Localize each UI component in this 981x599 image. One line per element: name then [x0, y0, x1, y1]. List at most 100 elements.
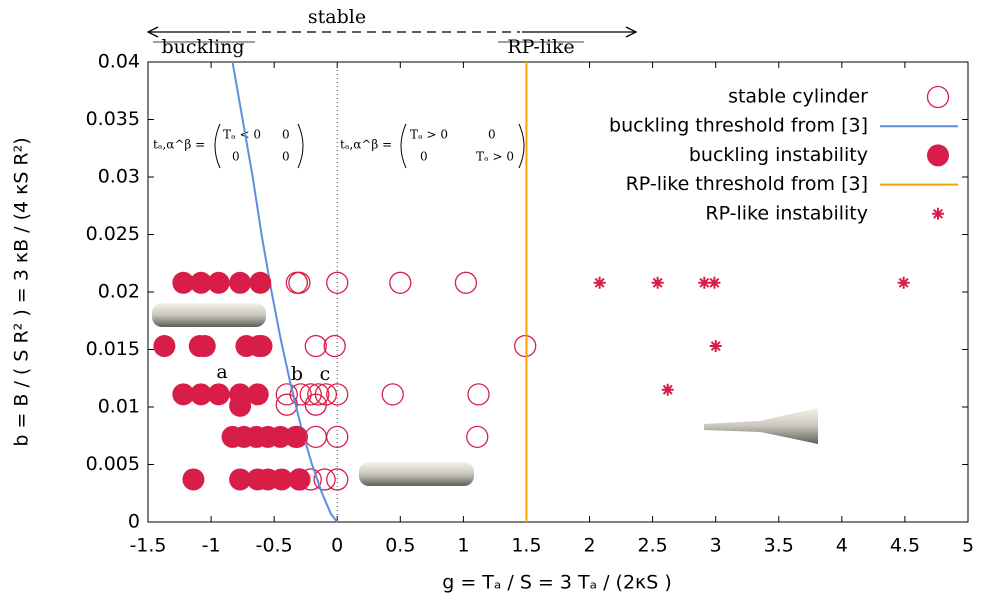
point [270, 468, 293, 491]
x-tick-label: 5 [962, 535, 974, 557]
legend-swatch [927, 144, 949, 167]
threshold-line [231, 61, 339, 523]
point [708, 276, 721, 289]
point [250, 335, 273, 358]
legend-label: RP-like instability [705, 202, 868, 224]
y-tick-label: 0.04 [98, 51, 140, 73]
point [269, 425, 292, 448]
x-tick-label: 3.5 [764, 535, 794, 557]
formula-entry: 0 [488, 128, 496, 142]
point [207, 271, 230, 294]
point [153, 335, 176, 358]
point [651, 276, 664, 289]
x-tick-label: -1.5 [129, 535, 166, 557]
point [189, 271, 212, 294]
annotation: a [216, 361, 227, 383]
y-tick-label: 0.025 [86, 223, 140, 245]
point [182, 468, 205, 491]
point [304, 393, 327, 416]
x-tick-label: 0 [331, 535, 343, 557]
annotation: stable [308, 6, 366, 28]
formula-entry: 0 [282, 128, 290, 142]
x-tick-label: -1 [202, 535, 221, 557]
x-tick-label: 2.5 [638, 535, 668, 557]
annotation: RP-like [507, 36, 574, 58]
formula: tₐ,α^β = Tₐ < 0 0 0 0 tₐ,α^β = Tₐ > 0 0 … [153, 123, 525, 169]
y-tick-label: 0.01 [98, 396, 140, 418]
formula-entry: 0 [282, 150, 290, 164]
point [698, 276, 711, 289]
y-tick-label: 0 [128, 511, 140, 533]
point [246, 383, 269, 406]
point [193, 335, 216, 358]
x-tick-label: -0.5 [256, 535, 293, 557]
point [897, 276, 910, 289]
point [172, 383, 195, 406]
y-tick-label: 0.02 [98, 281, 140, 303]
formula-entry: 0 [232, 150, 240, 164]
point [326, 271, 349, 294]
point [326, 383, 349, 406]
x-tick-label: 1 [457, 535, 469, 557]
point [381, 383, 404, 406]
point [275, 393, 298, 416]
point [288, 271, 311, 294]
x-tick-label: 1.5 [511, 535, 541, 557]
formula-lhs: tₐ,α^β = [153, 138, 205, 152]
point [389, 271, 412, 294]
annotation: buckling [161, 36, 244, 58]
x-tick-label: 3 [710, 535, 722, 557]
x-axis-label: g = Tₐ / S = 3 Tₐ / (2κS ) [442, 572, 672, 594]
legend-label: RP-like threshold from [3] [626, 173, 868, 195]
point [514, 334, 537, 358]
y-tick-label: 0.03 [98, 166, 140, 188]
point [304, 425, 327, 449]
point [466, 425, 489, 449]
top-arrow [146, 26, 638, 43]
point [189, 383, 212, 406]
point [593, 276, 606, 289]
y-tick-label: 0.005 [86, 453, 140, 475]
x-tick-label: 4.5 [890, 535, 920, 557]
point [326, 468, 349, 491]
point [307, 383, 330, 406]
point [249, 271, 272, 294]
point [326, 425, 349, 449]
point [304, 334, 327, 358]
point [313, 468, 336, 491]
point [288, 468, 311, 491]
legend-label: stable cylinder [728, 86, 868, 108]
formula-entry: Tₐ > 0 [410, 128, 448, 142]
formula-entry: Tₐ < 0 [223, 128, 261, 142]
legend-label: buckling instability [689, 144, 868, 166]
point [229, 468, 252, 491]
point [709, 340, 722, 353]
point [454, 271, 478, 294]
legend-swatch [926, 85, 950, 109]
point [207, 383, 230, 406]
point [299, 383, 322, 406]
point [323, 334, 346, 358]
point [275, 383, 298, 406]
point [661, 383, 674, 396]
cylinder-image [152, 303, 818, 486]
formula-lhs: tₐ,α^β = [340, 138, 392, 152]
formula-entry: 0 [420, 150, 428, 164]
x-tick-label: 2 [583, 535, 595, 557]
x-tick-label: 4 [836, 535, 848, 557]
y-axis-label: b = B / ( S R² ) = 3 κB / (4 κS R²) [11, 137, 33, 446]
point [284, 425, 307, 448]
formula-entry: Tₐ > 0 [476, 150, 514, 164]
x-tick-label: 0.5 [385, 535, 415, 557]
legend-swatch [932, 207, 944, 220]
point [229, 394, 252, 417]
y-tick-label: 0.015 [86, 338, 140, 360]
point [467, 383, 490, 406]
point [229, 271, 252, 294]
annotation: b [291, 363, 303, 385]
point [172, 271, 195, 294]
legend-label: buckling threshold from [3] [609, 115, 868, 137]
annotation: c [320, 363, 331, 385]
y-tick-label: 0.035 [86, 108, 140, 130]
